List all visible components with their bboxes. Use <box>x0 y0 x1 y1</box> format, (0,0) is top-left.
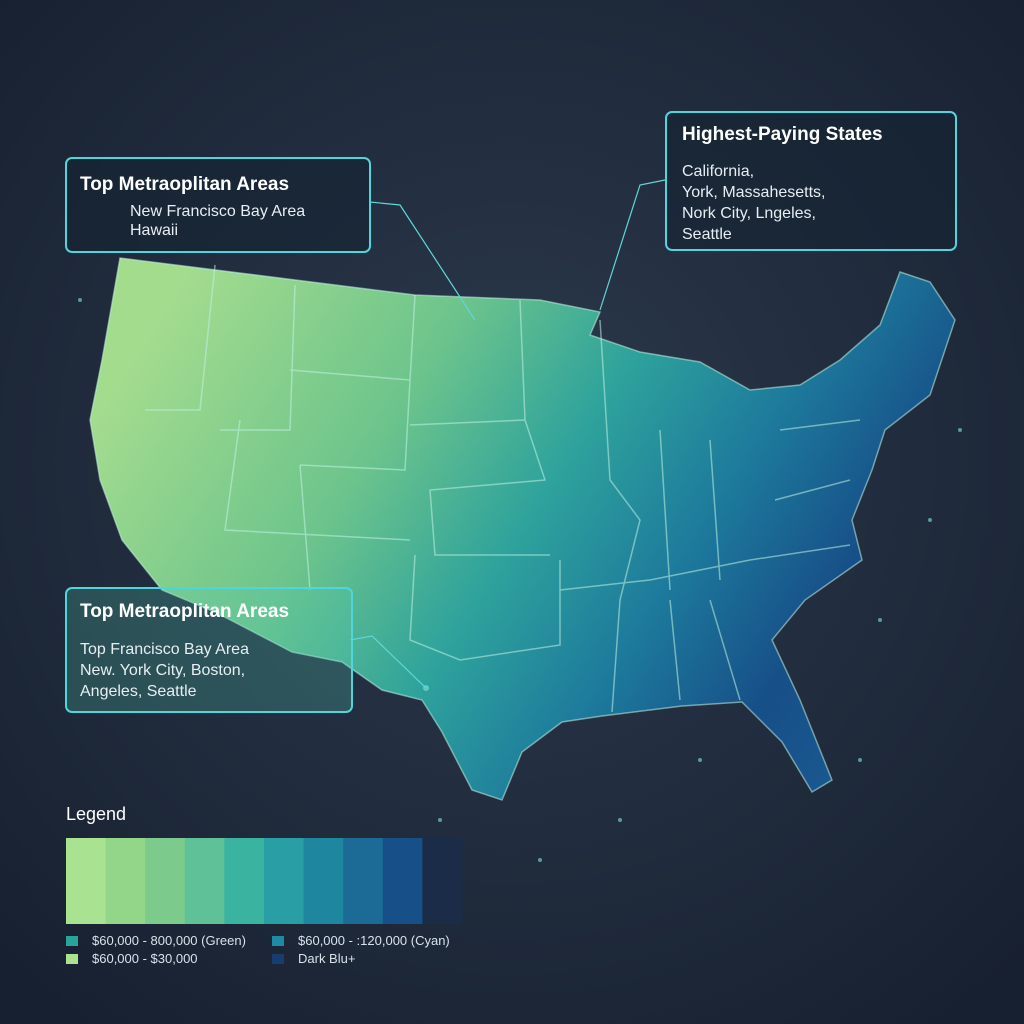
legend-swatch <box>382 838 423 924</box>
legend-key <box>272 954 284 964</box>
legend-swatch <box>343 838 384 924</box>
legend-swatch <box>145 838 186 924</box>
callout-line: New. York City, Boston, <box>80 662 245 679</box>
legend-key <box>66 936 78 946</box>
state-borders <box>145 264 861 713</box>
callout-line: York, Massahesetts, <box>682 184 825 201</box>
legend-title: Legend <box>66 804 126 824</box>
legend-swatch <box>264 838 305 924</box>
callout-line: Nork City, Lngeles, <box>682 205 816 222</box>
legend-label: $60,000 - $30,000 <box>92 951 198 966</box>
callout-box <box>65 587 353 713</box>
legend: Legend $60,000 - 800,000 (Green) $60,000 … <box>66 804 463 966</box>
decor-dots <box>78 298 962 862</box>
legend-label: $60,000 - 800,000 (Green) <box>92 933 246 948</box>
legend-key <box>272 936 284 946</box>
callout-line: Seattle <box>682 226 732 243</box>
callout-box <box>65 157 371 253</box>
callout-box <box>665 111 957 251</box>
connectors <box>349 179 666 689</box>
callout-line: New Francisco Bay Area <box>130 203 305 220</box>
callout-line: Top Francisco Bay Area <box>80 641 249 658</box>
legend-swatch <box>66 838 107 924</box>
callout-title: Top Metraoplitan Areas <box>80 174 289 195</box>
legend-swatch <box>422 838 463 924</box>
callout-line: Hawaii <box>130 222 178 239</box>
callout-title: Highest-Paying States <box>682 124 883 145</box>
callouts: Top Metraoplitan Areas New Francisco Bay … <box>65 111 957 713</box>
legend-key <box>66 954 78 964</box>
us-map <box>89 257 956 801</box>
callout-title: Top Metraoplitan Areas <box>80 601 289 622</box>
legend-swatch <box>105 838 146 924</box>
map-outline <box>89 257 956 801</box>
legend-swatch <box>184 838 225 924</box>
legend-swatch <box>303 838 344 924</box>
legend-label: $60,000 - :120,000 (Cyan) <box>298 933 450 948</box>
callout-line: Angeles, Seattle <box>80 683 197 700</box>
callout-line: California, <box>682 163 754 180</box>
legend-swatch <box>224 838 265 924</box>
legend-label: Dark Blu+ <box>298 951 355 966</box>
